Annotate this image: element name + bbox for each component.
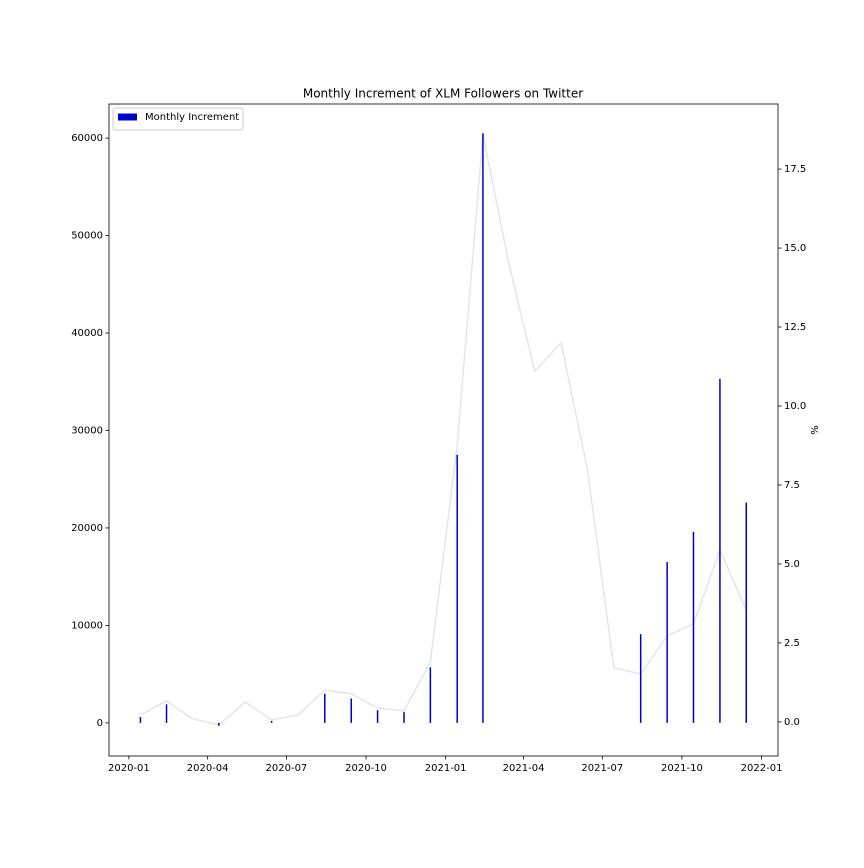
- bar: [324, 693, 326, 723]
- x-tick-label: 2022-01: [741, 763, 783, 774]
- bar: [745, 502, 748, 723]
- y2-tick-label: 7.5: [784, 480, 800, 491]
- chart-title: Monthly Increment of XLM Followers on Tw…: [303, 87, 583, 101]
- bar: [376, 710, 379, 723]
- bar: [719, 378, 721, 723]
- line: [140, 134, 747, 726]
- legend-box: [112, 107, 244, 131]
- x-tick-label: 2021-04: [503, 763, 545, 774]
- y2-tick-label: 12.5: [784, 322, 806, 333]
- bar: [429, 667, 432, 723]
- plot-frame: [108, 103, 779, 757]
- y2-tick-label: 10.0: [784, 401, 806, 412]
- x-tick-label: 2021-01: [425, 763, 467, 774]
- bar: [403, 712, 405, 723]
- y-tick-label: 10000: [71, 620, 103, 631]
- bar: [692, 531, 695, 723]
- y2-tick-label: 17.5: [784, 164, 806, 175]
- x-tick-label: 2020-07: [266, 763, 308, 774]
- x-tick-label: 2021-07: [581, 763, 623, 774]
- y-tick-label: 0: [97, 718, 103, 729]
- y-tick-label: 30000: [71, 425, 103, 436]
- y2-tick-label: 5.0: [784, 559, 800, 570]
- y-tick-label: 20000: [71, 523, 103, 534]
- y2-tick-label: 0.0: [784, 717, 800, 728]
- bar: [456, 454, 458, 723]
- y2-tick-label: 2.5: [784, 638, 800, 649]
- x-tick-label: 2020-10: [345, 763, 387, 774]
- legend-label: Monthly Increment: [145, 112, 239, 123]
- y-tick-label: 60000: [71, 133, 103, 144]
- bar: [482, 133, 484, 723]
- bar: [218, 722, 220, 726]
- legend-swatch: [118, 113, 137, 121]
- bar: [350, 698, 352, 723]
- x-tick-label: 2020-04: [187, 763, 229, 774]
- y2-axis-label: %: [810, 425, 821, 435]
- y-tick-label: 50000: [71, 231, 103, 242]
- bar: [165, 704, 168, 723]
- bar: [139, 717, 142, 723]
- x-tick-label: 2021-10: [661, 763, 703, 774]
- y-tick-label: 40000: [71, 328, 103, 339]
- bar: [270, 720, 273, 723]
- bar: [639, 634, 642, 723]
- y2-tick-label: 15.0: [784, 243, 806, 254]
- bar: [666, 562, 668, 723]
- x-tick-label: 2020-01: [108, 763, 150, 774]
